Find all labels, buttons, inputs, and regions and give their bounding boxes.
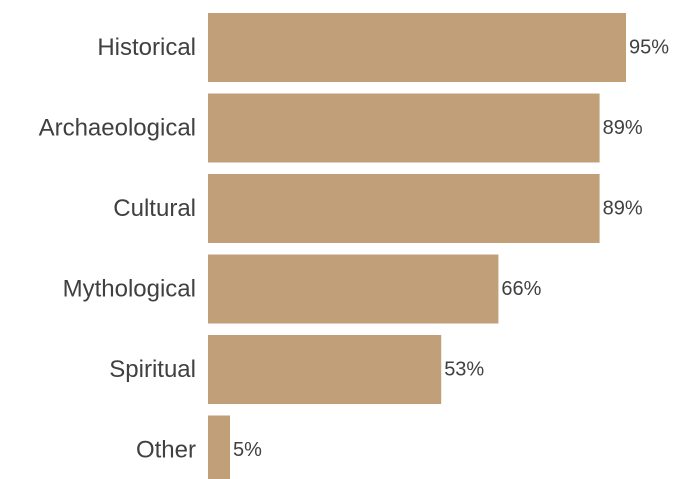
value-label-other: 5% (233, 439, 262, 461)
bar-archaeological (208, 93, 600, 163)
value-label-cultural: 89% (603, 198, 643, 220)
bar-spiritual (208, 335, 442, 404)
category-label-mythological: Mythological (63, 276, 196, 303)
category-labels-group: Historical Archaeological Cultural Mytholog… (39, 34, 196, 464)
category-label-other: Other (136, 437, 196, 464)
bars-group (208, 13, 626, 479)
value-label-spiritual: 53% (444, 359, 484, 381)
category-label-spiritual: Spiritual (109, 356, 196, 383)
category-label-cultural: Cultural (113, 195, 196, 222)
bar-cultural (208, 174, 600, 243)
value-label-archaeological: 89% (603, 117, 643, 139)
value-labels-group: 95% 89% 89% 66% 53% 5% (233, 37, 669, 462)
category-label-archaeological: Archaeological (39, 115, 196, 142)
bar-mythological (208, 254, 499, 324)
value-label-mythological: 66% (501, 278, 541, 300)
value-label-historical: 95% (629, 37, 669, 59)
bar-other (208, 415, 230, 479)
category-label-historical: Historical (97, 34, 196, 61)
bar-historical (208, 13, 626, 82)
